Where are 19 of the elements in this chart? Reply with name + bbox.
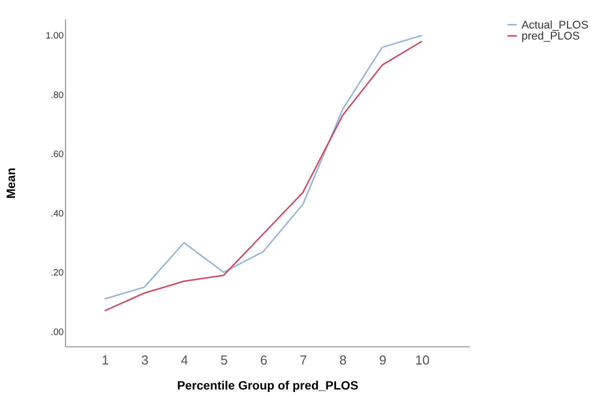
legend-label: pred_PLOS <box>521 30 580 43</box>
x-tick-label: 5 <box>220 352 228 368</box>
x-tick-label: 8 <box>339 352 347 368</box>
x-tick-label: 1 <box>102 352 109 368</box>
x-tick-label: 3 <box>141 352 148 368</box>
y-tick-label: .60 <box>50 149 64 160</box>
x-tick-label: 9 <box>379 352 386 368</box>
legend-label: Actual_PLOS <box>521 19 588 32</box>
x-tick-label: 10 <box>415 352 430 368</box>
x-axis-title: Percentile Group of pred_PLOS <box>177 378 358 393</box>
y-tick-label: .80 <box>50 90 64 100</box>
x-tick-label: 6 <box>260 352 268 368</box>
y-tick-label: .20 <box>50 268 64 278</box>
x-tick-label: 4 <box>180 352 188 368</box>
y-tick-label: 1.00 <box>46 30 64 41</box>
y-tick-label: .40 <box>50 208 64 218</box>
x-tick-label: 7 <box>300 352 308 368</box>
y-axis-title: Mean <box>4 168 18 199</box>
y-tick-label: .00 <box>50 326 64 337</box>
